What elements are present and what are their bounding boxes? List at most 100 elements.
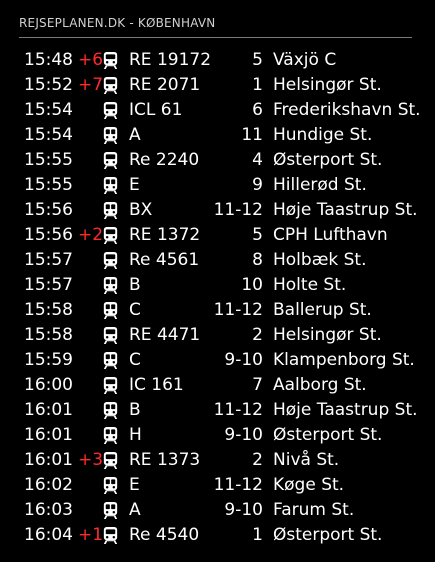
departure-row: 15:56 +2 RE 1372 5 CPH Lufthavn <box>0 223 435 248</box>
departure-time: 16:01 <box>24 423 73 448</box>
s-train-icon <box>101 126 120 145</box>
scheduled-time: 16:03 <box>24 500 73 520</box>
destination: Helsingør St. <box>273 325 382 345</box>
departure-row: 15:54 A 11 Hundige St. <box>0 123 435 148</box>
departure-time: 16:00 <box>24 373 73 398</box>
scheduled-time: 16:02 <box>24 475 73 495</box>
line-name: B <box>129 275 141 295</box>
s-train-icon <box>101 426 120 445</box>
scheduled-time: 15:58 <box>24 325 73 345</box>
delay-minutes: +1 <box>78 525 104 545</box>
scheduled-time: 15:56 <box>24 225 73 245</box>
line-name: RE 2071 <box>129 75 201 95</box>
track-number: 1 <box>252 75 263 95</box>
departure-row: 15:58 RE 4471 2 Helsingør St. <box>0 323 435 348</box>
departure-row: 16:01 B 11-12 Høje Taastrup St. <box>0 398 435 423</box>
line-name: RE 19172 <box>129 50 212 70</box>
departure-time: 15:58 <box>24 323 73 348</box>
destination: Aalborg St. <box>273 375 367 395</box>
line-name: A <box>129 125 141 145</box>
destination: Hillerød St. <box>273 175 367 195</box>
departure-row: 16:01 H 9-10 Østerport St. <box>0 423 435 448</box>
track-number: 8 <box>252 250 263 270</box>
scheduled-time: 15:55 <box>24 150 73 170</box>
line-name: RE 1373 <box>129 450 201 470</box>
destination: Østerport St. <box>273 425 383 445</box>
s-train-icon <box>101 176 120 195</box>
track-number: 11-12 <box>213 200 263 220</box>
track-number: 11-12 <box>213 300 263 320</box>
destination: Ballerup St. <box>273 300 372 320</box>
line-name: A <box>129 500 141 520</box>
departure-row: 15:48 +6 RE 19172 5 Växjö C <box>0 48 435 73</box>
departure-time: 15:59 <box>24 348 73 373</box>
train-icon <box>101 226 120 245</box>
delay-minutes: +3 <box>78 450 104 470</box>
track-number: 2 <box>252 325 263 345</box>
line-name: E <box>129 475 140 495</box>
scheduled-time: 16:01 <box>24 400 73 420</box>
s-train-icon <box>101 401 120 420</box>
track-number: 9-10 <box>224 350 263 370</box>
track-number: 9-10 <box>224 500 263 520</box>
departure-row: 15:56 BX 11-12 Høje Taastrup St. <box>0 198 435 223</box>
line-name: Re 4540 <box>129 525 200 545</box>
module-header: REJSEPLANEN.DK - KØBENHAVN <box>19 16 216 30</box>
train-icon <box>101 251 120 270</box>
scheduled-time: 15:54 <box>24 100 73 120</box>
departure-row: 15:52 +7 RE 2071 1 Helsingør St. <box>0 73 435 98</box>
line-name: IC 161 <box>129 375 184 395</box>
destination: Holbæk St. <box>273 250 367 270</box>
departure-row: 16:02 E 11-12 Køge St. <box>0 473 435 498</box>
destination: Østerport St. <box>273 150 383 170</box>
departure-row: 16:03 A 9-10 Farum St. <box>0 498 435 523</box>
track-number: 9 <box>252 175 263 195</box>
scheduled-time: 15:56 <box>24 200 73 220</box>
departure-time: 16:01 +3 <box>24 448 103 473</box>
track-number: 10 <box>241 275 263 295</box>
s-train-icon <box>101 476 120 495</box>
train-icon <box>101 451 120 470</box>
scheduled-time: 15:54 <box>24 125 73 145</box>
scheduled-time: 15:58 <box>24 300 73 320</box>
departure-time: 15:54 <box>24 123 73 148</box>
departure-time: 15:52 +7 <box>24 73 103 98</box>
departure-row: 16:00 IC 161 7 Aalborg St. <box>0 373 435 398</box>
train-icon <box>101 101 120 120</box>
train-icon <box>101 526 120 545</box>
departure-time: 15:56 <box>24 198 73 223</box>
scheduled-time: 16:00 <box>24 375 73 395</box>
train-icon <box>101 376 120 395</box>
track-number: 11 <box>241 125 263 145</box>
destination: Hundige St. <box>273 125 373 145</box>
departure-time: 16:04 +1 <box>24 523 103 548</box>
destination: Klampenborg St. <box>273 350 415 370</box>
departure-row: 15:57 B 10 Holte St. <box>0 273 435 298</box>
train-icon <box>101 76 120 95</box>
departure-row: 15:59 C 9-10 Klampenborg St. <box>0 348 435 373</box>
line-name: H <box>129 425 142 445</box>
departure-row: 15:55 Re 2240 4 Østerport St. <box>0 148 435 173</box>
departure-time: 16:01 <box>24 398 73 423</box>
departure-time: 15:57 <box>24 273 73 298</box>
destination: CPH Lufthavn <box>273 225 388 245</box>
line-name: BX <box>129 200 153 220</box>
scheduled-time: 16:01 <box>24 450 73 470</box>
header-divider <box>19 37 412 38</box>
s-train-icon <box>101 301 120 320</box>
track-number: 1 <box>252 525 263 545</box>
track-number: 5 <box>252 50 263 70</box>
destination: Helsingør St. <box>273 75 382 95</box>
departure-row: 15:55 E 9 Hillerød St. <box>0 173 435 198</box>
destination: Frederikshavn St. <box>273 100 421 120</box>
s-train-icon <box>101 201 120 220</box>
departure-row: 15:54 ICL 61 6 Frederikshavn St. <box>0 98 435 123</box>
destination: Växjö C <box>273 50 337 70</box>
destination: Farum St. <box>273 500 355 520</box>
track-number: 9-10 <box>224 425 263 445</box>
delay-minutes: +2 <box>78 225 104 245</box>
departure-time: 15:55 <box>24 148 73 173</box>
destination: Østerport St. <box>273 525 383 545</box>
s-train-icon <box>101 276 120 295</box>
destination: Høje Taastrup St. <box>273 400 418 420</box>
